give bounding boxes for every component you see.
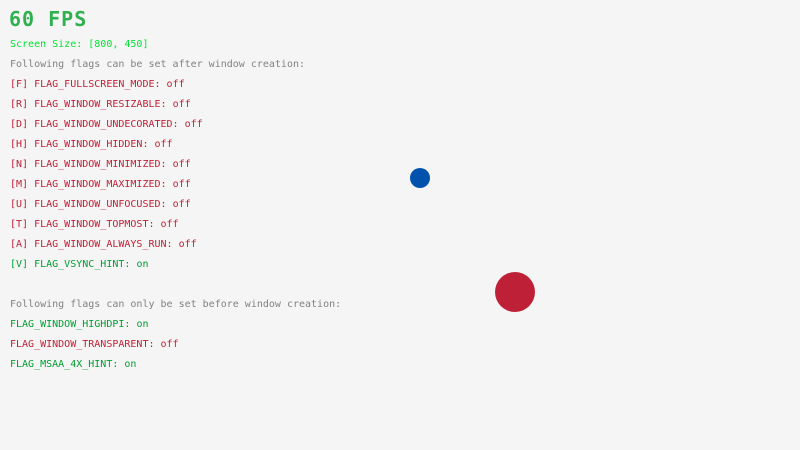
flag-row: [M] FLAG_WINDOW_MAXIMIZED: off (10, 180, 191, 190)
flag-row: FLAG_WINDOW_HIGHDPI: on (10, 320, 148, 330)
flag-row: [D] FLAG_WINDOW_UNDECORATED: off (10, 120, 203, 130)
flag-value: off (172, 199, 191, 210)
flag-row: [U] FLAG_WINDOW_UNFOCUSED: off (10, 200, 191, 210)
before-creation-heading: Following flags can only be set before w… (10, 299, 342, 310)
flag-row: [H] FLAG_WINDOW_HIDDEN: off (10, 140, 173, 150)
flag-label: [R] FLAG_WINDOW_RESIZABLE: (10, 99, 173, 110)
flag-row: [R] FLAG_WINDOW_RESIZABLE: off (10, 100, 191, 110)
flag-value: on (124, 359, 137, 370)
flag-value: off (154, 139, 173, 150)
flag-row: [T] FLAG_WINDOW_TOPMOST: off (10, 220, 179, 230)
flag-row: [F] FLAG_FULLSCREEN_MODE: off (10, 80, 185, 90)
flag-label: FLAG_WINDOW_HIGHDPI: (10, 319, 137, 330)
flag-label: [U] FLAG_WINDOW_UNFOCUSED: (10, 199, 173, 210)
flag-value: off (172, 159, 191, 170)
flag-row: FLAG_WINDOW_TRANSPARENT: off (10, 340, 179, 350)
flag-row: [N] FLAG_WINDOW_MINIMIZED: off (10, 160, 191, 170)
blue-ball (410, 168, 430, 188)
fps-counter: 60 FPS (9, 7, 88, 31)
flag-row: [V] FLAG_VSYNC_HINT: on (10, 260, 148, 270)
flag-label: [T] FLAG_WINDOW_TOPMOST: (10, 219, 161, 230)
flag-label: [M] FLAG_WINDOW_MAXIMIZED: (10, 179, 173, 190)
screen-size-label: Screen Size: [800, 450] (10, 39, 149, 50)
flag-label: FLAG_WINDOW_TRANSPARENT: (10, 339, 161, 350)
flag-value: off (160, 219, 179, 230)
flag-label: [F] FLAG_FULLSCREEN_MODE: (10, 79, 167, 90)
flag-value: off (166, 79, 185, 90)
flag-value: off (184, 119, 203, 130)
flag-label: [N] FLAG_WINDOW_MINIMIZED: (10, 159, 173, 170)
red-ball (495, 272, 535, 312)
flag-row: FLAG_MSAA_4X_HINT: on (10, 360, 136, 370)
flag-value: off (172, 99, 191, 110)
after-creation-heading: Following flags can be set after window … (10, 59, 306, 70)
flag-label: [A] FLAG_WINDOW_ALWAYS_RUN: (10, 239, 179, 250)
flag-value: off (160, 339, 179, 350)
flag-value: on (136, 319, 149, 330)
flag-value: off (172, 179, 191, 190)
flag-value: on (136, 259, 149, 270)
flag-label: [D] FLAG_WINDOW_UNDECORATED: (10, 119, 185, 130)
flag-row: [A] FLAG_WINDOW_ALWAYS_RUN: off (10, 240, 197, 250)
flag-label: [H] FLAG_WINDOW_HIDDEN: (10, 139, 155, 150)
flag-value: off (178, 239, 197, 250)
flag-label: [V] FLAG_VSYNC_HINT: (10, 259, 137, 270)
flag-label: FLAG_MSAA_4X_HINT: (10, 359, 125, 370)
